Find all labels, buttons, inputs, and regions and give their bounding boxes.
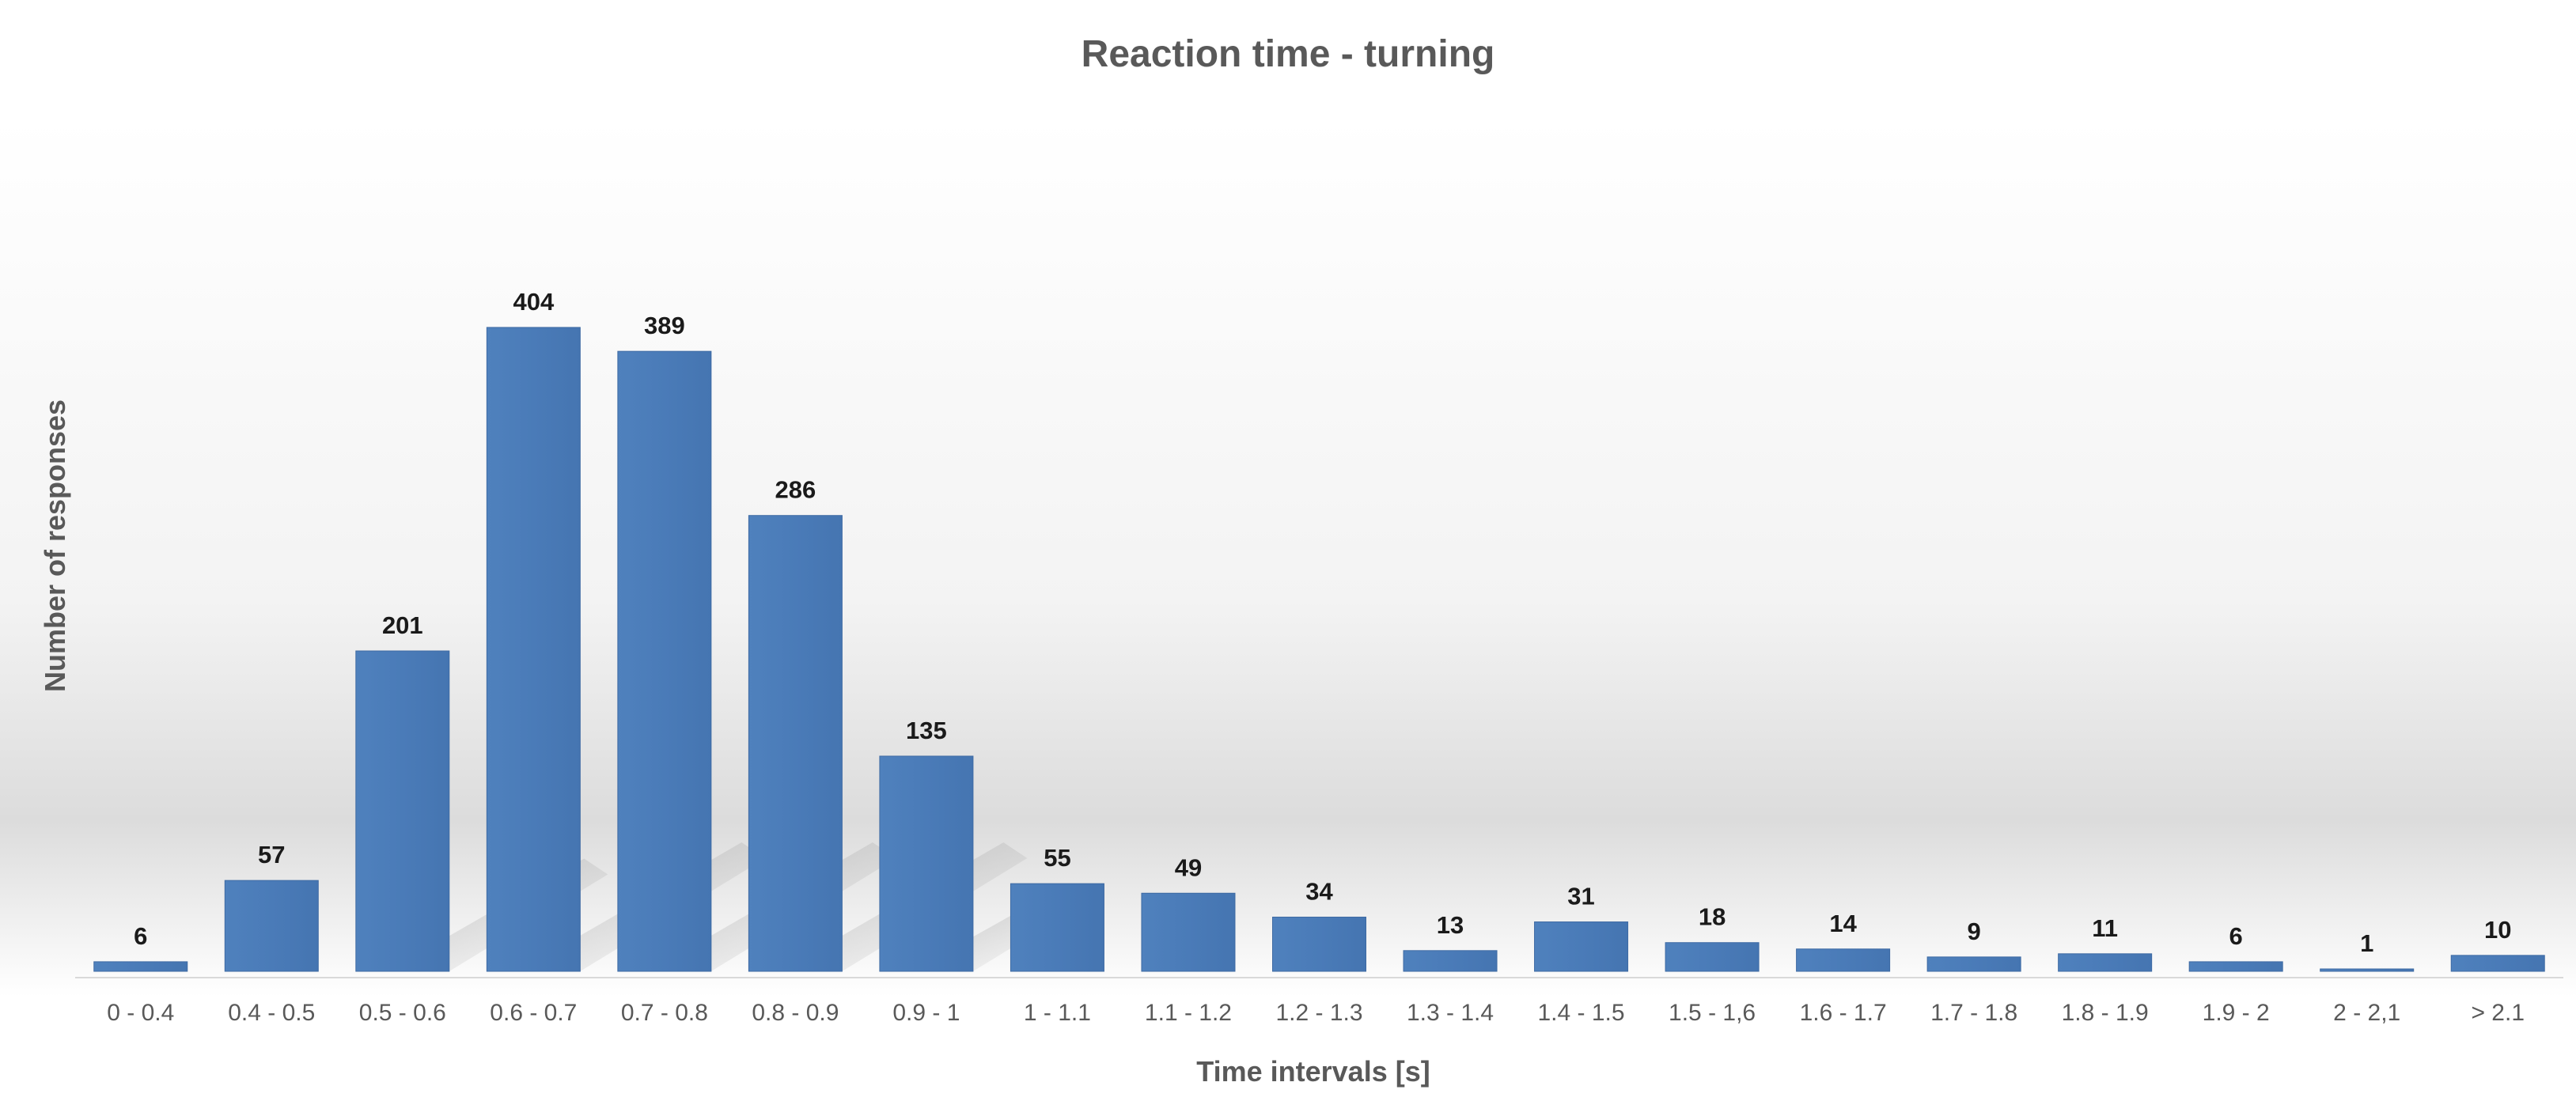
x-tick-label: 0.5 - 0.6 xyxy=(359,1000,446,1026)
data-label: 286 xyxy=(775,476,816,504)
data-label: 11 xyxy=(2092,914,2118,942)
x-tick-label: 1 - 1.1 xyxy=(1024,1000,1091,1026)
x-tick-label: 0.6 - 0.7 xyxy=(490,1000,577,1026)
bar xyxy=(2450,955,2545,972)
x-tick-label: 0 - 0.4 xyxy=(107,1000,174,1026)
data-label: 6 xyxy=(2229,922,2243,950)
bar xyxy=(1272,916,1366,972)
chart-title: Reaction time - turning xyxy=(1082,33,1495,75)
bar xyxy=(1926,956,2021,972)
x-tick-label: 1.5 - 1,6 xyxy=(1669,1000,1756,1026)
data-label: 10 xyxy=(2484,916,2511,944)
x-tick-label: 0.4 - 0.5 xyxy=(228,1000,315,1026)
data-label: 389 xyxy=(644,312,685,339)
bar xyxy=(1665,942,1760,972)
bar xyxy=(2058,953,2153,972)
bar xyxy=(486,327,581,972)
x-tick-label: > 2.1 xyxy=(2471,1000,2525,1026)
data-label: 13 xyxy=(1437,911,1464,939)
bar xyxy=(355,650,450,972)
data-label: 404 xyxy=(513,288,554,316)
x-tick-label: 1.7 - 1.8 xyxy=(1930,1000,2017,1026)
bar xyxy=(2188,961,2283,972)
x-tick-label: 1.3 - 1.4 xyxy=(1407,1000,1494,1026)
x-tick-label: 0.7 - 0.8 xyxy=(621,1000,708,1026)
x-axis-title: Time intervals [s] xyxy=(1196,1055,1430,1088)
data-label: 14 xyxy=(1829,910,1857,937)
data-label: 57 xyxy=(258,841,285,868)
data-label: 1 xyxy=(2360,929,2373,957)
data-labels: 6 57 201 404 389 286 135 55 49 34 13 31 18 14 9 11 6 1 10 xyxy=(134,288,2511,957)
bar xyxy=(224,880,319,972)
bar xyxy=(93,961,188,972)
data-label: 49 xyxy=(1175,853,1202,881)
data-label: 31 xyxy=(1567,883,1594,910)
x-tick-label: 1.2 - 1.3 xyxy=(1275,1000,1362,1026)
bar xyxy=(879,755,974,972)
bar xyxy=(1403,950,1498,972)
bar xyxy=(1141,892,1236,972)
data-label: 18 xyxy=(1699,903,1726,931)
bar xyxy=(1010,883,1104,972)
bar xyxy=(617,350,712,972)
y-axis-title: Number of responses xyxy=(39,399,71,692)
x-tick-label: 1.6 - 1.7 xyxy=(1800,1000,1887,1026)
bar xyxy=(748,515,843,972)
x-tick-label: 2 - 2,1 xyxy=(2333,1000,2400,1026)
bars xyxy=(93,327,2545,972)
data-label: 135 xyxy=(906,717,947,744)
data-label: 9 xyxy=(1968,918,1981,945)
x-tick-label: 1.8 - 1.9 xyxy=(2062,1000,2149,1026)
x-tick-label: 1.1 - 1.2 xyxy=(1145,1000,1232,1026)
bar xyxy=(2320,968,2415,972)
x-tick-label: 0.8 - 0.9 xyxy=(752,1000,839,1026)
data-label: 55 xyxy=(1044,844,1070,872)
x-tick-label: 1.9 - 2 xyxy=(2203,1000,2270,1026)
x-tick-label: 1.4 - 1.5 xyxy=(1538,1000,1625,1026)
data-label: 34 xyxy=(1305,877,1333,905)
x-tick-label: 0.9 - 1 xyxy=(892,1000,960,1026)
bar xyxy=(1796,948,1891,972)
x-tick-labels: 0 - 0.4 0.4 - 0.5 0.5 - 0.6 0.6 - 0.7 0.7 - … xyxy=(107,1000,2525,1026)
data-label: 201 xyxy=(382,611,423,639)
data-label: 6 xyxy=(134,922,147,950)
bar xyxy=(1534,921,1629,972)
